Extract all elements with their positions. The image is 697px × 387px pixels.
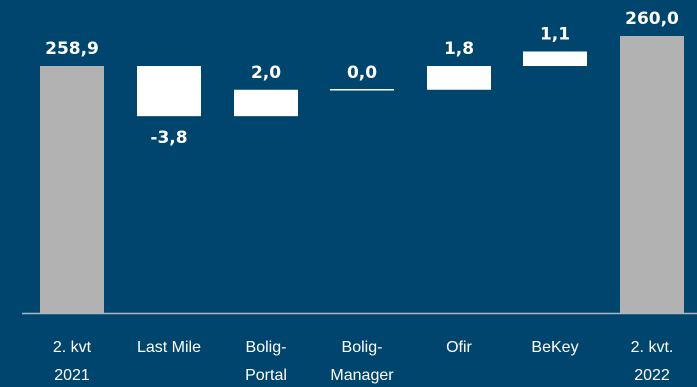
value-label-5: 1,1 [540,24,570,44]
bar-5 [523,51,587,66]
category-label-4-0: Ofir [446,339,472,356]
value-label-4: 1,8 [444,39,474,59]
category-label-3-0: Bolig- [342,339,383,356]
bar-0 [40,66,104,313]
value-label-2: 2,0 [251,63,281,83]
category-label-1-0: Last Mile [137,339,201,356]
value-label-0: 258,9 [45,39,99,59]
labels-layer: 258,9 2. kvt 2021 -3,8 Last Mile 2,0 Bolig- Por… [45,9,679,384]
category-label-2-0: Bolig- [246,339,287,356]
bar-1 [137,66,201,117]
category-label-2-1: Portal [245,367,287,384]
bars-layer [40,36,684,313]
value-label-1: -3,8 [150,128,187,148]
bar-2 [234,89,298,117]
category-label-0-0: 2. kvt [53,339,92,356]
value-label-3: 0,0 [347,63,377,83]
bar-4 [427,66,491,90]
category-label-3-1: Manager [330,367,394,384]
bar-6 [620,36,684,313]
value-label-6: 260,0 [625,9,679,29]
category-label-6-1: 2022 [634,367,670,384]
category-label-0-1: 2021 [54,367,90,384]
category-label-6-0: 2. kvt. [631,339,674,356]
category-label-5-0: BeKey [531,339,578,356]
